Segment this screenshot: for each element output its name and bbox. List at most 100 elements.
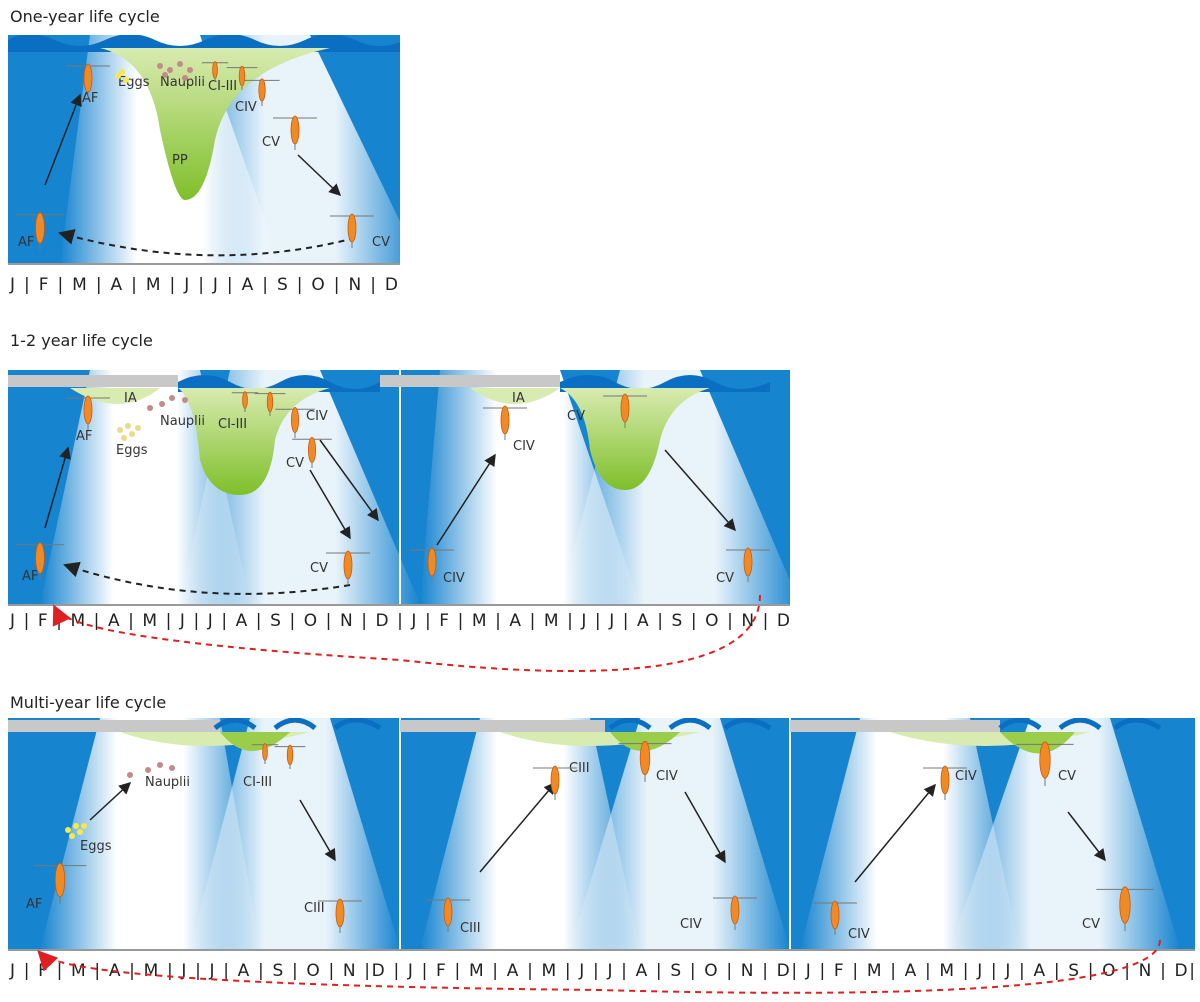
month-axis: J | F | M | A | M | J | J | A | S | O | … — [9, 275, 398, 295]
copepod-part — [1119, 886, 1131, 924]
copepod-part — [121, 435, 127, 441]
copepod-part — [262, 743, 268, 761]
copepod-part — [335, 898, 345, 928]
copepod-part — [162, 72, 168, 78]
copepod-part — [1039, 741, 1051, 779]
label: AF — [22, 569, 38, 584]
label: CI-III — [218, 417, 247, 432]
copepod-part — [343, 550, 353, 580]
copepod-part — [129, 431, 135, 437]
panel-title: Multi-year life cycle — [10, 693, 166, 712]
copepod-part — [157, 762, 163, 768]
copepod-part — [127, 772, 133, 778]
copepod-part — [182, 397, 188, 403]
copepod-part — [182, 75, 188, 81]
copepod-part — [83, 395, 93, 425]
copepod-part — [35, 212, 45, 244]
copepod-part — [940, 765, 950, 795]
copepod-part — [135, 425, 141, 431]
label: CIV — [955, 769, 977, 784]
label: CIV — [443, 571, 465, 586]
copepod-part — [115, 73, 121, 79]
label: CIV — [656, 769, 678, 784]
label: Nauplii — [160, 414, 205, 429]
label: IA — [512, 391, 525, 406]
label: Nauplii — [160, 75, 205, 90]
label: Nauplii — [145, 775, 190, 790]
copepod-part — [167, 67, 173, 73]
copepod-part — [83, 63, 93, 93]
label: AF — [26, 897, 42, 912]
label: CV — [1058, 769, 1076, 784]
copepod-part — [347, 213, 357, 243]
copepod-part — [427, 547, 437, 577]
copepod-part — [187, 67, 193, 73]
label: CIV — [848, 927, 870, 942]
panel-background — [8, 718, 1195, 949]
copepod-part — [730, 895, 740, 925]
label: CI-III — [243, 775, 272, 790]
copepod-part — [238, 65, 246, 87]
copepod-part — [169, 395, 175, 401]
copepod-part — [307, 436, 316, 463]
copepod-part — [69, 833, 75, 839]
copepod-part — [65, 827, 71, 833]
label: AF — [76, 429, 92, 444]
copepod-part — [550, 765, 560, 795]
copepod-part — [286, 744, 294, 766]
label: CIII — [304, 901, 325, 916]
label: AF — [18, 235, 34, 250]
label: CV — [286, 456, 304, 471]
label: Eggs — [116, 443, 148, 458]
copepod-part — [212, 61, 218, 79]
copepod-part — [169, 765, 175, 771]
copepod-part — [290, 115, 300, 145]
copepod-part — [266, 391, 274, 413]
copepod-part — [743, 547, 753, 577]
label: CV — [716, 571, 734, 586]
arrows — [44, 439, 761, 673]
label: AF — [82, 91, 98, 106]
copepod-part — [157, 63, 163, 69]
label: CI-III — [208, 79, 237, 94]
copepod-part — [159, 401, 165, 407]
label: CV — [567, 409, 585, 424]
copepod-part — [258, 78, 266, 102]
panel-background — [8, 35, 400, 263]
label: CIV — [680, 917, 702, 932]
copepod-part — [830, 900, 840, 930]
label: CIII — [569, 761, 590, 776]
copepod-part — [145, 767, 151, 773]
label: CV — [262, 135, 280, 150]
copepod-part — [620, 393, 630, 423]
copepod-part — [73, 823, 79, 829]
copepod-part — [81, 823, 87, 829]
copepod-part — [177, 61, 183, 67]
label: CIV — [306, 409, 328, 424]
label: CIV — [235, 100, 257, 115]
copepods — [15, 61, 1154, 935]
label: Eggs — [80, 839, 112, 854]
label: CV — [372, 235, 390, 250]
label: CV — [310, 561, 328, 576]
label: CV — [1082, 917, 1100, 932]
copepod-part — [639, 740, 651, 776]
panel-title: One-year life cycle — [10, 7, 160, 26]
panel-background — [8, 370, 790, 604]
copepod-part — [147, 405, 153, 411]
month-axis: J | F | M | A | M | J | J | A | S | O | … — [9, 611, 790, 631]
copepod-part — [117, 427, 123, 433]
month-axis: J | F | M | A | M | J | J | A | S | O | … — [9, 961, 1195, 981]
copepod-part — [77, 829, 83, 835]
copepod-part — [125, 423, 131, 429]
label: CIV — [513, 439, 535, 454]
copepod-part — [35, 542, 45, 574]
copepod-part — [54, 862, 66, 898]
label: PP — [172, 153, 188, 168]
copepod-part — [123, 77, 129, 83]
label: Eggs — [118, 75, 150, 90]
copepod-part — [500, 405, 510, 435]
copepod-part — [242, 391, 248, 409]
panel-title: 1-2 year life cycle — [10, 331, 153, 350]
